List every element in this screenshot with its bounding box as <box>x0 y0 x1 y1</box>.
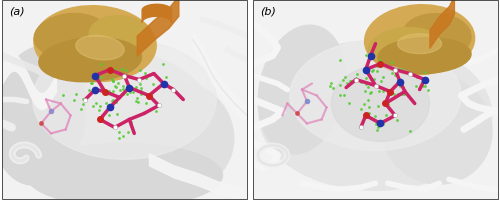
Ellipse shape <box>76 36 124 61</box>
Ellipse shape <box>34 14 107 59</box>
Ellipse shape <box>290 41 462 151</box>
Ellipse shape <box>259 41 492 190</box>
Ellipse shape <box>398 35 442 54</box>
Text: (b): (b) <box>260 7 276 17</box>
Ellipse shape <box>39 38 142 82</box>
Text: (a): (a) <box>10 7 25 17</box>
Ellipse shape <box>368 28 442 68</box>
Ellipse shape <box>123 81 234 190</box>
Ellipse shape <box>402 15 471 58</box>
Ellipse shape <box>32 40 216 160</box>
Ellipse shape <box>89 17 150 56</box>
Ellipse shape <box>332 66 430 142</box>
Ellipse shape <box>364 6 474 75</box>
Ellipse shape <box>0 47 86 185</box>
Ellipse shape <box>382 75 492 184</box>
Ellipse shape <box>258 26 346 154</box>
Ellipse shape <box>34 7 156 82</box>
Ellipse shape <box>26 144 222 200</box>
Ellipse shape <box>0 49 215 198</box>
Ellipse shape <box>378 38 471 74</box>
